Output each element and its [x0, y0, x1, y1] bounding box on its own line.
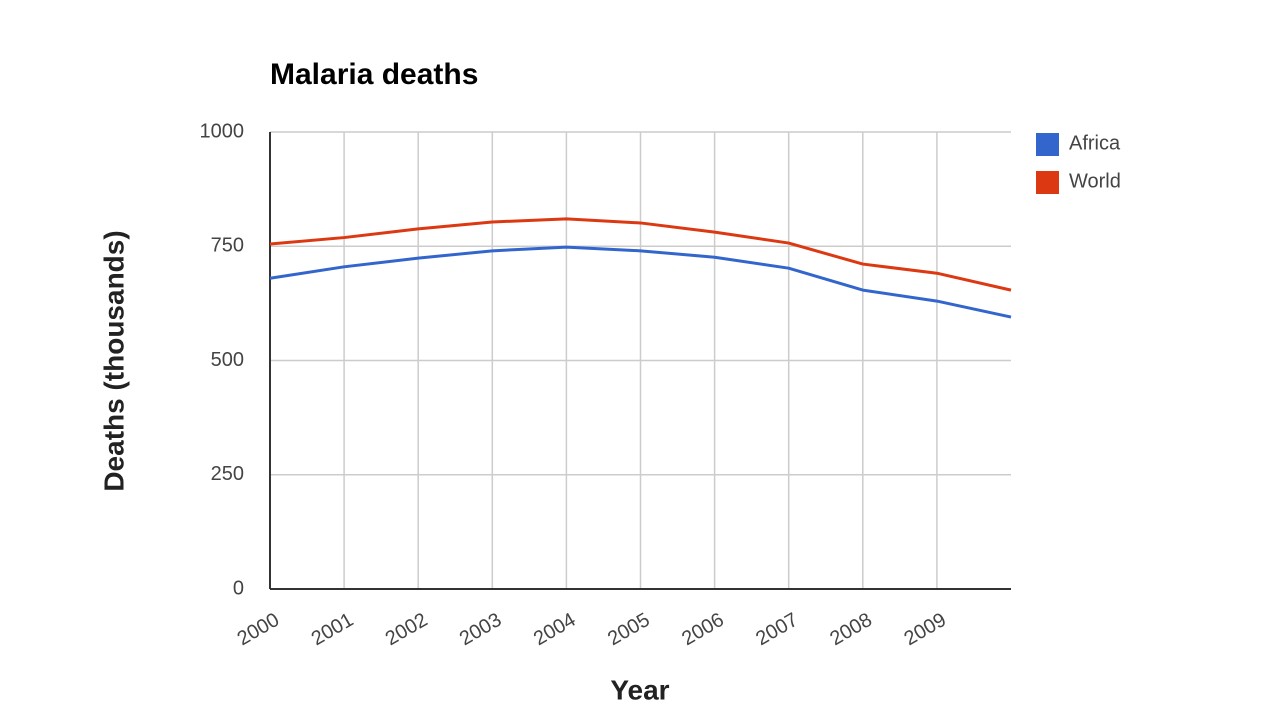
x-tick-label: 2007	[752, 609, 802, 650]
x-tick-label: 2009	[901, 609, 951, 650]
legend-swatch	[1036, 171, 1059, 194]
data-line	[269, 245, 1012, 319]
x-tick-label: 2003	[456, 609, 506, 650]
y-axis-title: Deaths (thousands)	[98, 230, 129, 491]
y-tick-label: 750	[211, 235, 244, 257]
y-tick-label: 250	[211, 463, 244, 485]
x-tick-label: 2000	[234, 609, 284, 650]
x-tick-label: 2005	[604, 609, 654, 650]
legend-label: Africa	[1069, 132, 1121, 154]
x-axis-title: Year	[610, 674, 669, 705]
legend-swatch	[1036, 133, 1059, 156]
y-tick-label: 0	[233, 577, 244, 599]
x-tick-label: 2006	[678, 609, 728, 650]
y-tick-label: 1000	[200, 120, 245, 142]
x-tick-label: 2008	[826, 609, 876, 650]
x-tick-label: 2004	[530, 609, 580, 650]
legend-label: World	[1069, 170, 1121, 192]
chart-title: Malaria deaths	[270, 58, 478, 91]
x-tick-label: 2002	[382, 609, 432, 650]
data-line	[269, 217, 1012, 292]
x-tick-label: 2001	[308, 609, 358, 650]
y-tick-label: 500	[211, 349, 244, 371]
